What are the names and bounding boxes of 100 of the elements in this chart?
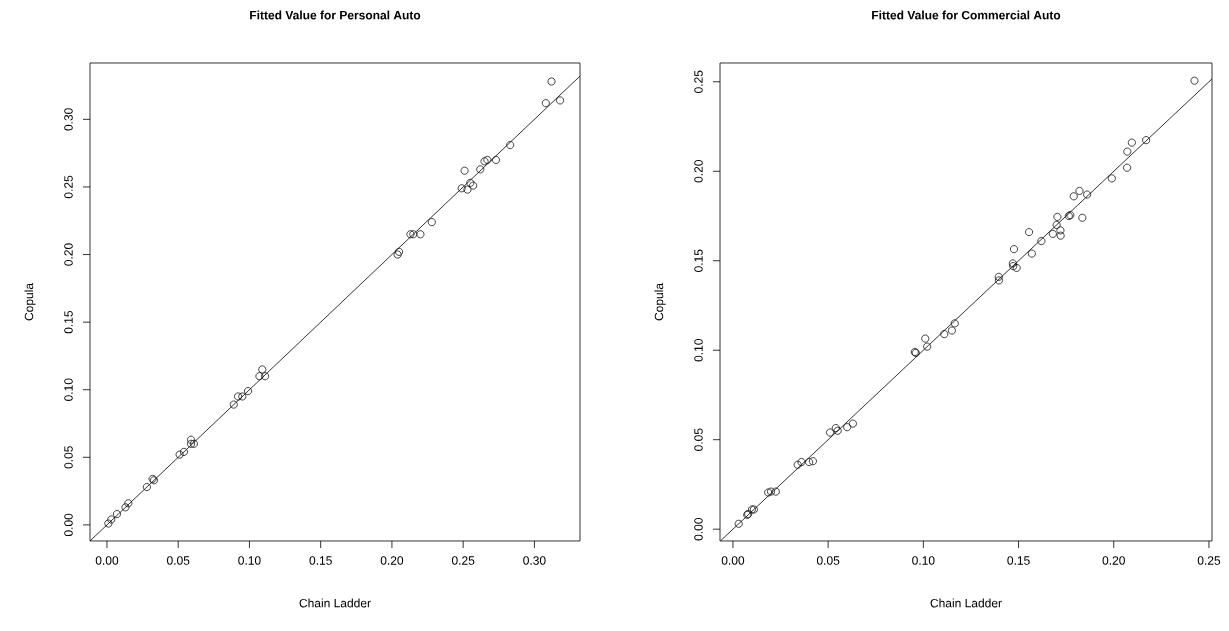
- point: [1008, 259, 1017, 268]
- y-axis-title: Copula: [654, 282, 666, 321]
- y-axis-title: Copula: [24, 282, 36, 321]
- point: [189, 439, 198, 448]
- x-tick-label: 0.20: [380, 556, 404, 565]
- y-tick-label: 0.15: [64, 310, 73, 334]
- point: [506, 141, 515, 150]
- point: [793, 460, 802, 469]
- point: [261, 372, 270, 381]
- y-tick-label: 0.20: [64, 243, 73, 266]
- point: [107, 515, 116, 524]
- point: [556, 96, 565, 105]
- point: [1075, 186, 1084, 195]
- point: [112, 510, 121, 519]
- point: [947, 326, 956, 335]
- point: [1069, 192, 1078, 201]
- chart-title: Fitted Value for Commercial Auto: [872, 10, 1061, 20]
- point: [1190, 76, 1199, 85]
- y-tick-label: 0.00: [64, 513, 73, 537]
- x-tick-label: 0.10: [238, 556, 261, 565]
- point: [187, 439, 195, 448]
- point: [175, 450, 184, 459]
- point: [1025, 228, 1033, 237]
- point: [476, 165, 485, 174]
- point: [1123, 147, 1132, 156]
- point: [1027, 249, 1036, 258]
- point: [229, 400, 238, 409]
- point: [940, 330, 949, 339]
- point: [179, 447, 188, 456]
- point: [1056, 231, 1065, 240]
- point: [244, 387, 252, 396]
- x-tick-label: 0.05: [166, 556, 190, 565]
- point: [764, 488, 773, 497]
- y-tick-label: 0.05: [694, 428, 703, 451]
- point: [1142, 136, 1151, 145]
- point: [460, 166, 469, 175]
- point: [923, 342, 932, 351]
- chart-title: Fitted Value for Personal Auto: [250, 10, 421, 20]
- point: [1083, 190, 1092, 199]
- point: [480, 157, 489, 166]
- point: [142, 483, 151, 492]
- point: [805, 458, 814, 467]
- y-tick-label: 0.10: [64, 378, 73, 401]
- point: [994, 276, 1003, 285]
- point: [541, 99, 550, 108]
- x-axis-title: Chain Ladder: [930, 598, 1002, 608]
- point: [121, 503, 130, 512]
- x-tick-label: 0.15: [309, 556, 332, 565]
- point: [1056, 226, 1065, 235]
- y-tick-label: 0.25: [694, 70, 703, 93]
- point: [104, 519, 113, 528]
- point: [463, 185, 472, 194]
- point: [1053, 212, 1062, 221]
- point: [457, 184, 466, 193]
- point: [767, 487, 775, 496]
- point: [848, 419, 857, 428]
- point: [406, 230, 415, 239]
- x-tick-label: 0.30: [523, 556, 546, 565]
- point: [124, 499, 133, 508]
- point: [1048, 229, 1057, 238]
- point: [1127, 138, 1136, 147]
- point: [255, 372, 264, 381]
- point: [469, 181, 478, 190]
- point: [1052, 220, 1061, 229]
- point: [393, 250, 402, 259]
- point: [771, 487, 780, 496]
- x-tick-label: 0.00: [721, 556, 745, 565]
- y-tick-label: 0.15: [694, 249, 703, 272]
- x-tick-label: 0.20: [1102, 556, 1125, 565]
- point: [427, 218, 436, 227]
- point: [258, 365, 267, 374]
- point: [1037, 237, 1046, 246]
- x-tick-label: 0.10: [912, 556, 935, 565]
- point: [1107, 174, 1116, 183]
- x-tick-label: 0.25: [451, 556, 475, 565]
- point: [921, 334, 930, 343]
- point: [734, 519, 743, 528]
- y-tick-label: 0.10: [694, 339, 703, 362]
- point: [1009, 262, 1018, 271]
- point: [1010, 245, 1018, 254]
- y-tick-label: 0.30: [64, 108, 73, 131]
- x-tick-label: 0.05: [816, 556, 840, 565]
- point: [797, 458, 806, 467]
- point: [234, 392, 243, 401]
- point: [843, 423, 852, 432]
- point: [547, 77, 556, 86]
- point: [1078, 213, 1087, 222]
- y-tick-label: 0.20: [694, 160, 703, 183]
- y-tick-label: 0.00: [694, 517, 703, 541]
- x-tick-label: 0.15: [1007, 556, 1030, 565]
- point: [483, 155, 492, 164]
- x-tick-label: 0.25: [1197, 556, 1221, 565]
- x-axis-title: Chain Ladder: [299, 598, 371, 608]
- point: [491, 155, 500, 164]
- point: [950, 319, 959, 328]
- point: [409, 230, 418, 239]
- point: [1123, 163, 1132, 172]
- point: [395, 247, 404, 256]
- point: [826, 428, 835, 437]
- point: [238, 392, 247, 401]
